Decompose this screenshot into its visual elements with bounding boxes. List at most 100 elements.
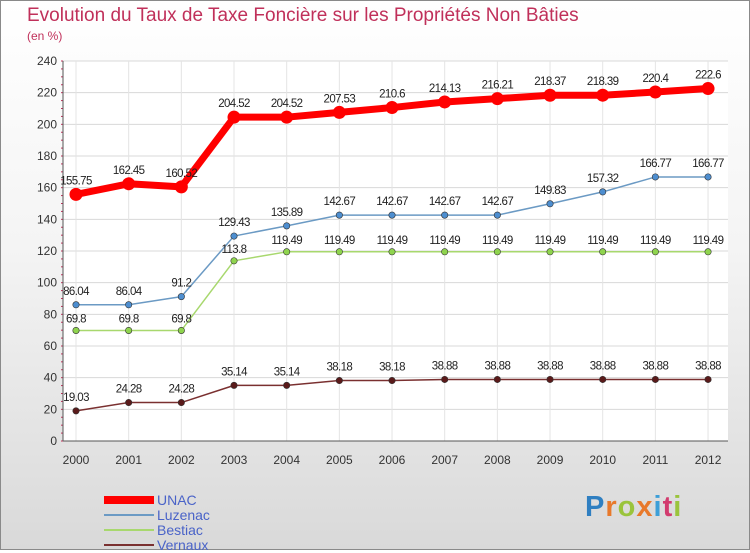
x-tick-label: 2008 — [484, 453, 511, 467]
data-point-luzenac — [546, 200, 554, 208]
data-point-bestiac — [704, 248, 712, 256]
data-point-vernaux — [230, 381, 238, 389]
data-label-unac: 214.13 — [429, 83, 461, 95]
x-tick-label: 2011 — [642, 453, 668, 467]
data-label-luzenac: 86.04 — [63, 286, 90, 298]
x-tick-label: 2005 — [326, 453, 353, 467]
data-point-unac — [280, 110, 294, 124]
data-point-bestiac — [599, 248, 607, 256]
y-tick-label: 20 — [44, 402, 58, 416]
data-point-vernaux — [546, 375, 554, 383]
logo-letter: x — [636, 491, 654, 523]
y-tick-label: 60 — [44, 339, 58, 353]
data-label-vernaux: 38.88 — [432, 360, 458, 372]
data-label-bestiac: 69.8 — [171, 313, 191, 325]
data-label-luzenac: 157.32 — [587, 173, 619, 185]
data-label-luzenac: 135.89 — [271, 207, 303, 219]
data-label-bestiac: 119.49 — [482, 235, 513, 247]
data-point-vernaux — [125, 399, 133, 407]
proxiti-logo: Proxiti — [585, 491, 682, 524]
legend-label-unac: UNAC — [157, 492, 197, 508]
data-label-bestiac: 119.49 — [535, 235, 566, 247]
data-point-vernaux — [177, 399, 185, 407]
data-label-bestiac: 119.49 — [640, 235, 671, 247]
legend-label-bestiac: Bestiac — [157, 522, 203, 538]
data-point-vernaux — [704, 375, 712, 383]
data-label-luzenac: 142.67 — [429, 196, 461, 208]
y-tick-label: 80 — [44, 307, 58, 321]
data-point-bestiac — [230, 257, 238, 265]
data-label-vernaux: 38.18 — [379, 362, 405, 374]
data-label-bestiac: 69.8 — [119, 313, 139, 325]
data-point-bestiac — [546, 248, 554, 256]
data-point-luzenac — [125, 301, 133, 309]
data-point-luzenac — [335, 211, 343, 219]
data-point-bestiac — [125, 326, 133, 334]
x-tick-label: 2009 — [537, 453, 564, 467]
x-tick-label: 2010 — [589, 453, 616, 467]
data-label-unac: 204.52 — [218, 98, 250, 110]
logo-letter: P — [585, 491, 606, 523]
data-point-unac — [385, 101, 399, 115]
data-label-vernaux: 38.18 — [326, 362, 352, 374]
data-label-bestiac: 119.49 — [693, 235, 724, 247]
data-point-unac — [648, 85, 662, 99]
y-tick-label: 160 — [37, 181, 57, 195]
data-point-unac — [543, 88, 557, 102]
x-tick-label: 2004 — [273, 453, 300, 467]
data-point-luzenac — [388, 211, 396, 219]
y-tick-label: 120 — [37, 244, 57, 258]
data-point-luzenac — [441, 211, 449, 219]
data-point-bestiac — [493, 248, 501, 256]
data-label-vernaux: 38.88 — [484, 360, 510, 372]
data-label-bestiac: 119.49 — [587, 235, 618, 247]
x-tick-label: 2000 — [63, 453, 90, 467]
data-label-luzenac: 91.2 — [171, 278, 191, 290]
legend-label-luzenac: Luzenac — [157, 507, 210, 523]
data-label-unac: 210.6 — [379, 89, 405, 101]
data-point-unac — [490, 92, 504, 106]
data-label-luzenac: 142.67 — [482, 196, 514, 208]
data-label-vernaux: 19.03 — [63, 392, 89, 404]
data-point-bestiac — [335, 248, 343, 256]
x-tick-label: 2002 — [168, 453, 195, 467]
data-label-unac: 218.37 — [534, 76, 566, 88]
data-label-unac: 218.39 — [587, 76, 619, 88]
data-point-luzenac — [704, 173, 712, 181]
data-label-vernaux: 38.88 — [537, 360, 563, 372]
data-point-unac — [596, 88, 610, 102]
data-label-vernaux: 24.28 — [116, 384, 142, 396]
data-point-unac — [227, 110, 241, 124]
data-label-luzenac: 86.04 — [116, 286, 143, 298]
logo-letter: r — [605, 491, 618, 523]
data-label-bestiac: 119.49 — [377, 235, 408, 247]
data-point-bestiac — [177, 326, 185, 334]
data-point-luzenac — [283, 222, 291, 230]
chart-subtitle: (en %) — [27, 29, 63, 43]
y-tick-label: 200 — [37, 117, 57, 131]
y-tick-label: 0 — [50, 434, 57, 448]
chart-title: Evolution du Taux de Taxe Foncière sur l… — [27, 5, 579, 26]
data-point-unac — [69, 187, 83, 201]
logo-letter: o — [617, 491, 637, 523]
data-label-luzenac: 129.43 — [218, 217, 250, 229]
data-label-unac: 204.52 — [271, 98, 303, 110]
legend-label-vernaux: Vernaux — [157, 537, 209, 553]
logo-letter: i — [653, 491, 663, 523]
data-point-luzenac — [599, 188, 607, 196]
data-label-unac: 222.6 — [695, 70, 721, 82]
data-point-vernaux — [599, 375, 607, 383]
data-label-unac: 207.53 — [324, 93, 356, 105]
data-label-luzenac: 149.83 — [534, 185, 566, 197]
data-label-vernaux: 38.88 — [642, 360, 668, 372]
data-point-vernaux — [388, 377, 396, 385]
y-tick-label: 240 — [37, 54, 57, 68]
data-point-vernaux — [441, 375, 449, 383]
x-tick-label: 2012 — [695, 453, 722, 467]
y-tick-label: 180 — [37, 149, 57, 163]
data-label-vernaux: 35.14 — [274, 366, 301, 378]
x-tick-label: 2006 — [379, 453, 406, 467]
y-tick-label: 100 — [37, 276, 57, 290]
data-point-luzenac — [230, 232, 238, 240]
